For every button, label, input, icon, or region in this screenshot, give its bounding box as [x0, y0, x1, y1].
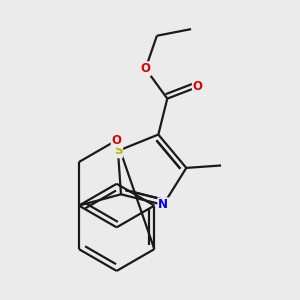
Text: N: N [158, 198, 168, 211]
Text: O: O [140, 62, 151, 75]
Text: O: O [193, 80, 203, 93]
Text: O: O [112, 134, 122, 147]
Text: S: S [114, 144, 122, 158]
